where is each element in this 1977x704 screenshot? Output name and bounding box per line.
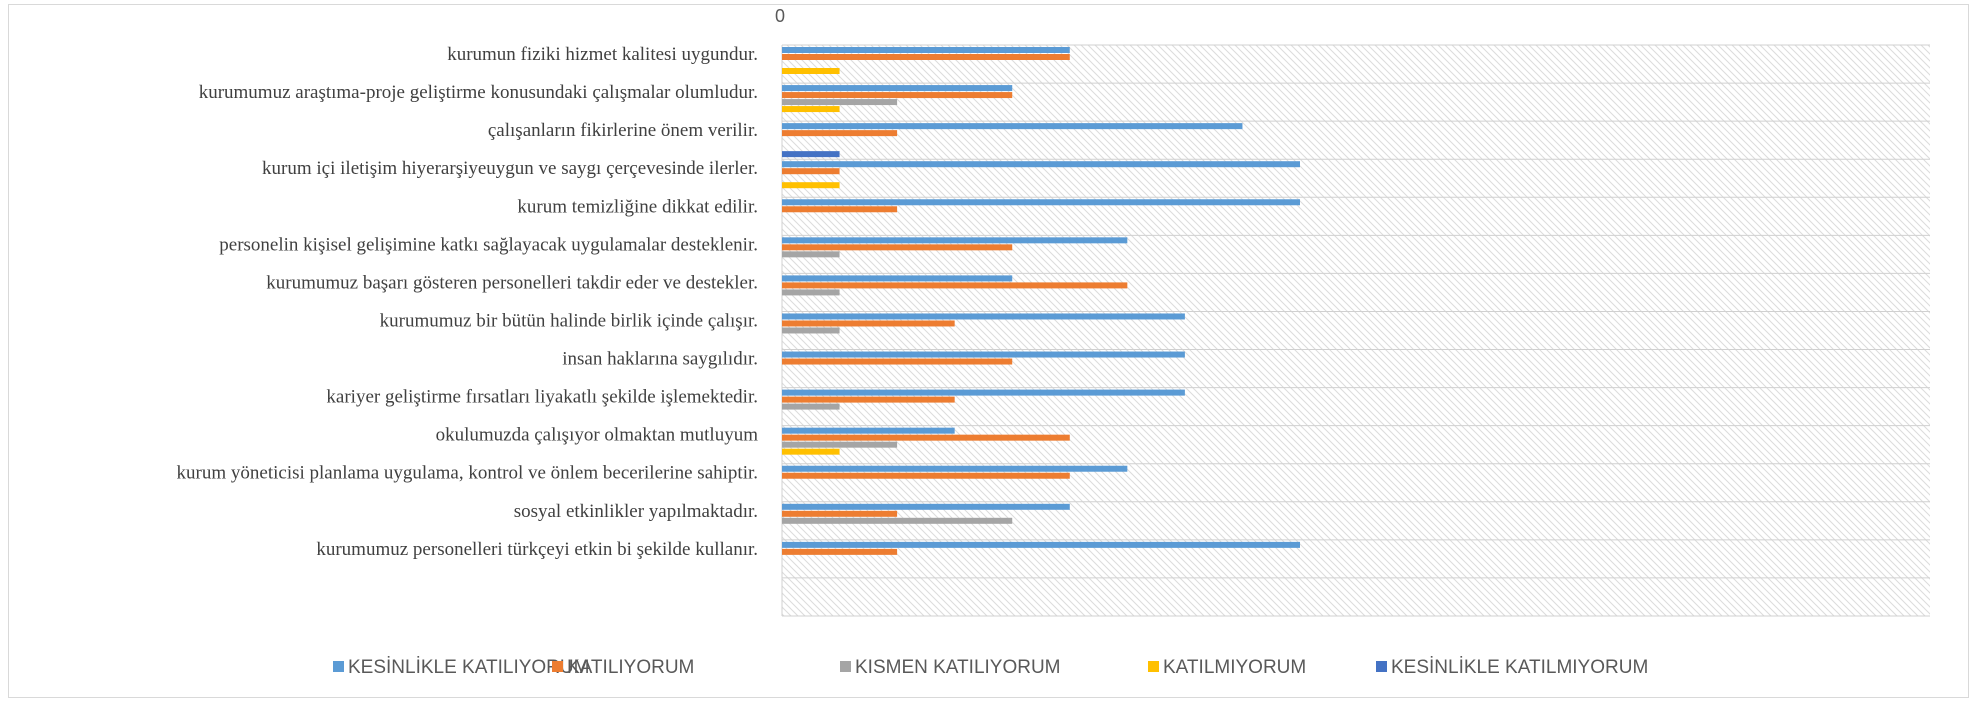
- bar: [782, 548, 898, 555]
- legend-label: KESİNLİKLE KATILMIYORUM: [1391, 657, 1648, 678]
- bar: [782, 106, 840, 113]
- bar: [782, 161, 1300, 168]
- bar: [782, 472, 1070, 479]
- category-label: kurumumuz araştıma-proje geliştirme konu…: [199, 82, 758, 103]
- bar: [782, 396, 955, 403]
- category-label: okulumuzda çalışıyor olmaktan mutluyum: [436, 425, 759, 446]
- bar: [782, 123, 1243, 130]
- legend-label: KISMEN KATILIYORUM: [855, 657, 1061, 678]
- bar: [782, 510, 898, 517]
- legend-label: KATILMIYORUM: [1163, 657, 1306, 678]
- bar: [782, 503, 1070, 510]
- legend-label: KATILIYORUM: [567, 657, 694, 678]
- legend-swatch: [552, 661, 563, 672]
- category-labels: kurumun fiziki hizmet kalitesi uygundur.…: [177, 44, 759, 560]
- bar: [782, 403, 840, 410]
- bar: [782, 541, 1300, 548]
- plot-area-background: [782, 45, 1930, 616]
- category-label: kurum içi iletişim hiyerarşiyeuygun ve s…: [262, 158, 758, 179]
- category-label: insan haklarına saygılıdır.: [562, 349, 758, 370]
- legend-swatch: [1148, 661, 1159, 672]
- bar: [782, 130, 898, 137]
- category-label: kurumumuz başarı gösteren personelleri t…: [266, 272, 758, 293]
- bar: [782, 68, 840, 74]
- bar: [782, 275, 1013, 282]
- category-label: sosyal etkinlikler yapılmaktadır.: [514, 501, 758, 522]
- bar: [782, 448, 840, 455]
- category-label: kariyer geliştirme fırsatları liyakatlı …: [326, 387, 758, 408]
- category-label: personelin kişisel gelişimine katkı sağl…: [219, 234, 758, 255]
- bar: [782, 47, 1070, 53]
- bars: [782, 47, 1300, 555]
- bar: [782, 206, 898, 213]
- bar: [782, 244, 1013, 251]
- legend-swatch: [333, 661, 344, 672]
- bar: [782, 358, 1013, 365]
- bar: [782, 237, 1128, 244]
- category-label: kurumun fiziki hizmet kalitesi uygundur.: [447, 44, 758, 65]
- category-label: çalışanların fikirlerine önem verilir.: [488, 120, 758, 141]
- gridlines: [781, 44, 1930, 617]
- bar: [782, 251, 840, 258]
- bar: [782, 351, 1185, 358]
- bar: [782, 434, 1070, 441]
- x-tick-label: 0: [775, 6, 785, 26]
- bar: [782, 465, 1128, 472]
- bar: [782, 517, 1013, 524]
- bar: [782, 92, 1013, 99]
- bar: [782, 85, 1013, 92]
- category-label: kurum temizliğine dikkat edilir.: [517, 196, 758, 217]
- bar: [782, 441, 898, 448]
- bar: [782, 182, 840, 189]
- category-label: kurumumuz personelleri türkçeyi etkin bi…: [316, 539, 758, 560]
- bar: [782, 151, 840, 158]
- bar: [782, 99, 898, 106]
- category-label: kurumumuz bir bütün halinde birlik içind…: [380, 310, 758, 331]
- legend-label: KESİNLİKLE KATILIYORUM: [348, 657, 589, 678]
- bar: [782, 389, 1185, 396]
- bar: [782, 289, 840, 296]
- legend-swatch: [1376, 661, 1387, 672]
- bar: [782, 54, 1070, 60]
- bar: [782, 320, 955, 327]
- category-label: kurum yöneticisi planlama uygulama, kont…: [177, 463, 758, 484]
- bar: [782, 199, 1300, 206]
- legend-swatch: [840, 661, 851, 672]
- x-axis-ticks: 0: [775, 6, 785, 26]
- bar: [782, 427, 955, 434]
- bar: [782, 313, 1185, 320]
- bar: [782, 327, 840, 334]
- bar: [782, 282, 1128, 289]
- bar: [782, 168, 840, 175]
